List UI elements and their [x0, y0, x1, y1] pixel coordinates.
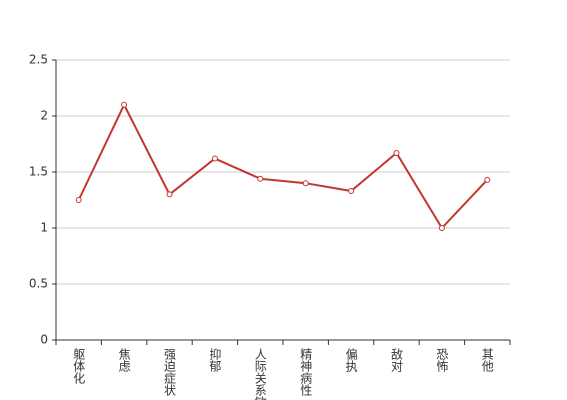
- point: [393, 149, 400, 156]
- point: [438, 225, 445, 231]
- point: [166, 191, 173, 198]
- x-tick-label: 人际关系敏感: [253, 348, 267, 400]
- x-tick-label: 恐怖: [435, 348, 449, 372]
- y-tick-label: 0.5: [29, 277, 48, 291]
- x-tick-label: 精神病性: [299, 348, 313, 397]
- x-tick-label: 焦虑: [117, 348, 131, 372]
- x-tick-label: 其他: [480, 348, 494, 372]
- y-tick-label: 2: [40, 109, 48, 123]
- point: [484, 176, 491, 183]
- y-tick-label: 0: [40, 333, 48, 347]
- x-tick-label: 躯体化: [72, 347, 86, 385]
- line: [77, 102, 489, 230]
- y-tick-label: 1.5: [29, 165, 48, 179]
- point: [257, 175, 264, 182]
- point: [121, 101, 128, 108]
- point: [211, 155, 218, 162]
- point: [75, 197, 82, 203]
- x-tick-label: 抑郁: [208, 347, 222, 373]
- y-tick-label: 2.5: [29, 53, 48, 67]
- y-tick-label: 1: [40, 221, 48, 235]
- x-tick-label: 偏执: [344, 347, 358, 373]
- x-tick-label: 强迫症状: [163, 348, 177, 396]
- x-tick-label: 敌对: [390, 347, 404, 372]
- point: [302, 180, 309, 187]
- point: [348, 188, 355, 195]
